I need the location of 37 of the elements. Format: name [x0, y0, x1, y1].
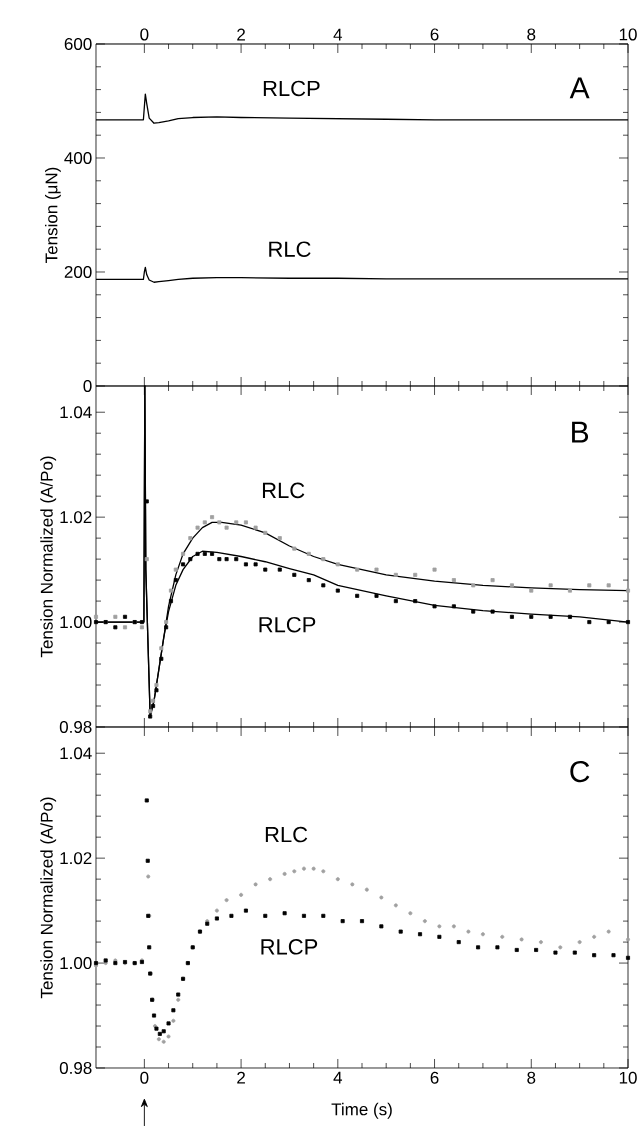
x2-tick-label: 2: [237, 28, 245, 41]
y-tick-label: 0: [83, 379, 92, 393]
series-label: RLC: [262, 482, 305, 499]
annotation: A: [569, 77, 590, 99]
y-axis-title: Tension Normalized (A/Po): [40, 456, 57, 658]
y-tick-label: 1.02: [60, 852, 92, 865]
y-tick-label: 1.04: [60, 406, 92, 419]
x-tick-label: 0: [140, 1071, 149, 1084]
annotation: B: [572, 421, 589, 443]
x-tick-label: 2: [237, 1071, 245, 1084]
y-axis-title: Tension (μN): [45, 167, 61, 263]
y-tick-label: 1.00: [60, 616, 92, 629]
y-tick-label: 0.98: [59, 1061, 92, 1075]
y-axis-title: Tension Normalized (A/Po): [40, 797, 57, 999]
x2-tick-label: 10: [619, 28, 637, 41]
x-tick-label: 4: [333, 1071, 343, 1084]
x2-tick-label: 8: [527, 28, 536, 41]
series-label: RLC: [265, 826, 308, 843]
series-label: RLCP: [263, 80, 320, 97]
y-tick-label: 1.04: [60, 747, 92, 760]
series-label: RLCP: [261, 939, 318, 955]
y-tick-label: 1.02: [60, 511, 92, 524]
series-label: RLC: [269, 241, 311, 257]
x-axis-title: Time (s): [331, 1102, 392, 1119]
x-tick-label: 6: [430, 1071, 439, 1084]
x2-tick-label: 6: [430, 28, 439, 41]
annotation: C: [570, 760, 590, 783]
x-tick-label: 10: [619, 1071, 637, 1084]
x2-tick-label: 0: [140, 28, 149, 41]
y-tick-label: 400: [64, 151, 92, 165]
y-tick-label: 600: [64, 37, 92, 51]
y-tick-label: 1.00: [60, 957, 92, 970]
x2-tick-label: 4: [333, 28, 343, 41]
series-label: RLCP: [259, 616, 316, 633]
x-tick-label: 8: [527, 1071, 536, 1084]
y-tick-label: 200: [64, 265, 92, 279]
y-tick-label: 0.98: [59, 720, 92, 734]
